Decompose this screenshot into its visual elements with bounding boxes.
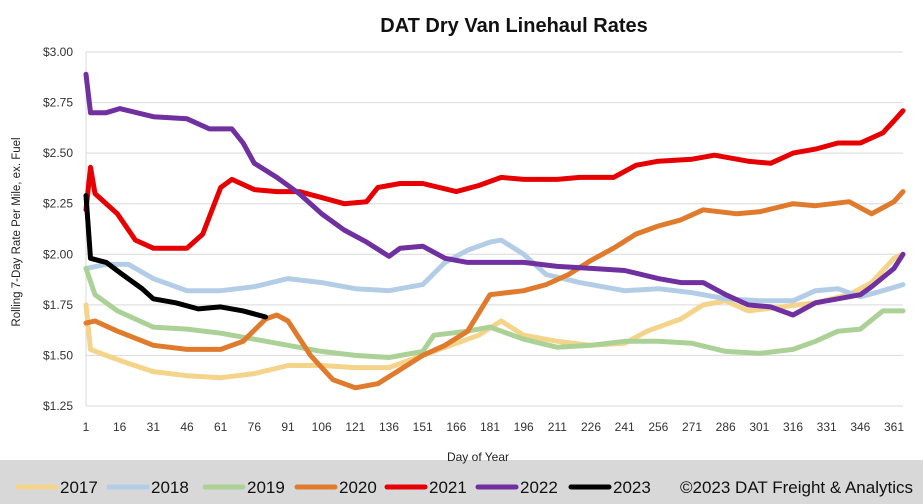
- x-tick-label: 241: [615, 420, 635, 434]
- x-tick-label: 166: [446, 420, 466, 434]
- x-tick-label: 346: [850, 420, 870, 434]
- y-tick-label: $1.75: [43, 298, 73, 312]
- legend-label-2017: 2017: [60, 478, 98, 497]
- series-line-2020: [83, 189, 906, 391]
- x-tick-label: 316: [783, 420, 803, 434]
- series-line-2017: [83, 251, 906, 381]
- legend-label-2021: 2021: [429, 478, 467, 497]
- y-tick-label: $1.25: [43, 399, 73, 413]
- legend-label-2020: 2020: [339, 478, 377, 497]
- copyright-text: ©2023 DAT Freight & Analytics: [680, 478, 913, 497]
- x-tick-label: 16: [113, 420, 127, 434]
- x-tick-label: 256: [648, 420, 668, 434]
- series-line-2019: [83, 265, 906, 360]
- x-tick-label: 196: [514, 420, 534, 434]
- x-tick-label: 181: [480, 420, 500, 434]
- y-tick-label: $2.00: [43, 247, 73, 261]
- y-tick-label: $1.50: [43, 348, 73, 362]
- y-tick-label: $2.75: [43, 96, 73, 110]
- x-tick-label: 46: [180, 420, 194, 434]
- x-tick-label: 301: [749, 420, 769, 434]
- chart-title: DAT Dry Van Linehaul Rates: [380, 15, 647, 37]
- legend-label-2022: 2022: [520, 478, 558, 497]
- x-tick-label: 1: [83, 420, 90, 434]
- legend-label-2018: 2018: [151, 478, 189, 497]
- x-tick-label: 286: [716, 420, 736, 434]
- x-tick-label: 91: [281, 420, 295, 434]
- x-tick-label: 361: [884, 420, 904, 434]
- series-line-2021: [83, 108, 906, 251]
- legend-label-2023: 2023: [613, 478, 651, 497]
- legend-background: [0, 460, 923, 504]
- series-line-2018: [83, 237, 906, 304]
- y-tick-label: $2.50: [43, 146, 73, 160]
- y-tick-label: $2.25: [43, 197, 73, 211]
- y-axis-label: Rolling 7-Day Rate Per Mile, ex. Fuel: [11, 137, 23, 326]
- x-tick-label: 226: [581, 420, 601, 434]
- x-axis-label: Day of Year: [447, 450, 509, 464]
- x-tick-label: 31: [147, 420, 161, 434]
- x-tick-label: 271: [682, 420, 702, 434]
- x-tick-label: 151: [413, 420, 433, 434]
- x-tick-label: 136: [379, 420, 399, 434]
- x-tick-label: 211: [548, 420, 567, 434]
- x-tick-label: 121: [345, 420, 365, 434]
- x-tick-label: 61: [214, 420, 228, 434]
- series-line-2023: [83, 193, 269, 320]
- series-line-2022: [83, 71, 906, 318]
- y-tick-label: $3.00: [43, 45, 73, 59]
- legend-label-2019: 2019: [247, 478, 285, 497]
- x-tick-label: 106: [312, 420, 332, 434]
- x-tick-label: 331: [817, 420, 837, 434]
- x-tick-label: 76: [248, 420, 262, 434]
